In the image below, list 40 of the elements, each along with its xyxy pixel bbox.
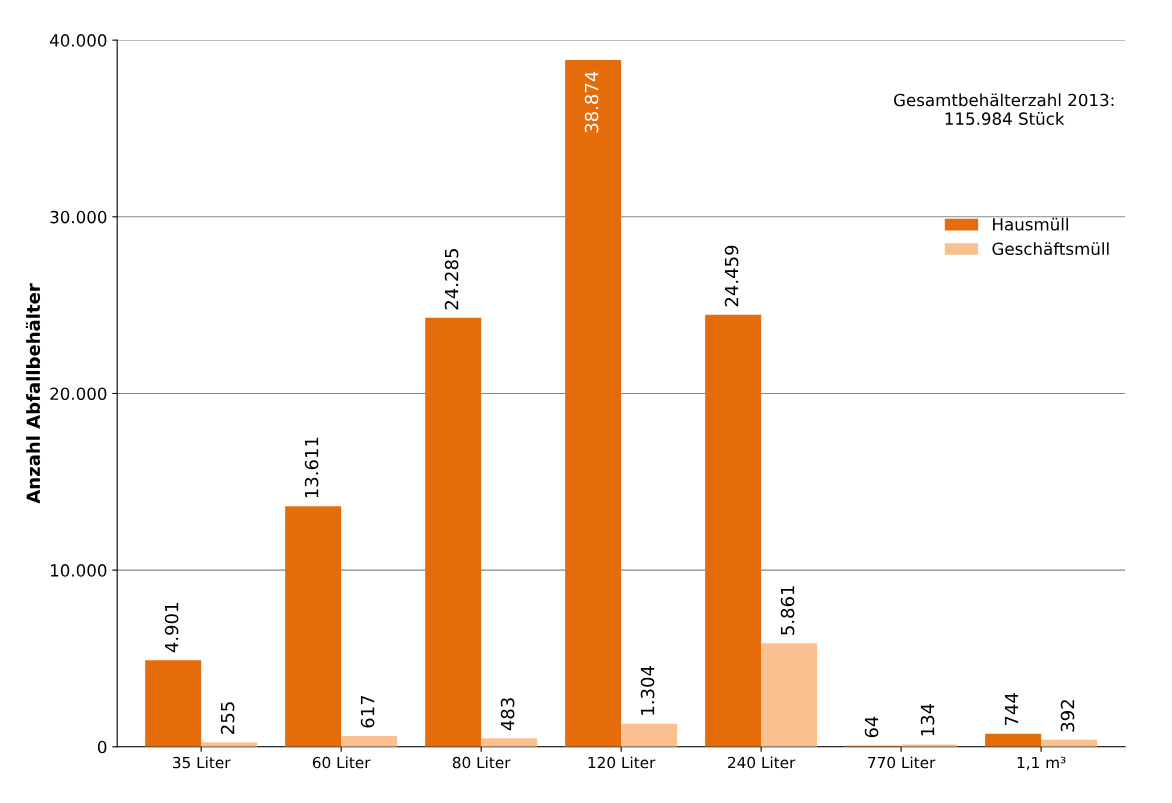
data-label: 392 bbox=[1060, 700, 1075, 732]
y-axis-title: Anzahl Abfallbehälter bbox=[25, 283, 41, 504]
bar bbox=[481, 738, 538, 747]
legend-label: Hausmüll bbox=[993, 217, 1068, 231]
y-tick-label: 30.000 bbox=[50, 210, 107, 224]
data-label: 38.874 bbox=[584, 71, 599, 133]
x-tick-label: 35 Liter bbox=[173, 756, 231, 769]
legend-label: Geschäftsmüll bbox=[992, 242, 1109, 256]
annotation: Gesamtbehälterzahl 2013: 115.984 Stück bbox=[894, 93, 1114, 125]
bar bbox=[285, 506, 342, 747]
data-label: 134 bbox=[920, 703, 935, 736]
data-label: 617 bbox=[360, 695, 375, 728]
data-label: 4.901 bbox=[164, 603, 179, 653]
data-label: 24.459 bbox=[724, 245, 739, 307]
y-tick-label: 20.000 bbox=[50, 387, 107, 401]
data-label: 24.285 bbox=[444, 249, 459, 310]
bar bbox=[985, 733, 1042, 747]
x-tick-label: 120 Liter bbox=[588, 756, 656, 769]
bar bbox=[425, 317, 482, 747]
data-label: 5.861 bbox=[780, 586, 795, 635]
y-tick-label: 0 bbox=[97, 740, 107, 754]
y-tick-label: 10.000 bbox=[50, 564, 107, 577]
bar bbox=[621, 723, 678, 747]
data-label: 13.611 bbox=[304, 437, 319, 498]
data-label: 64 bbox=[864, 716, 879, 738]
bar bbox=[341, 735, 398, 747]
y-tick-label: 40.000 bbox=[49, 34, 107, 47]
x-tick-label: 240 Liter bbox=[728, 756, 796, 769]
x-tick-label: 1,1 m³ bbox=[1017, 756, 1066, 770]
bar bbox=[145, 660, 202, 747]
data-label: 483 bbox=[500, 698, 515, 731]
bar bbox=[761, 643, 818, 747]
bar bbox=[705, 314, 762, 747]
data-label: 744 bbox=[1004, 693, 1019, 726]
x-tick-label: 80 Liter bbox=[452, 756, 511, 769]
bar bbox=[565, 60, 622, 747]
x-tick-label: 60 Liter bbox=[312, 756, 371, 769]
data-label: 255 bbox=[220, 702, 235, 734]
x-tick-label: 770 Liter bbox=[868, 756, 936, 769]
data-label: 1.304 bbox=[640, 666, 655, 715]
